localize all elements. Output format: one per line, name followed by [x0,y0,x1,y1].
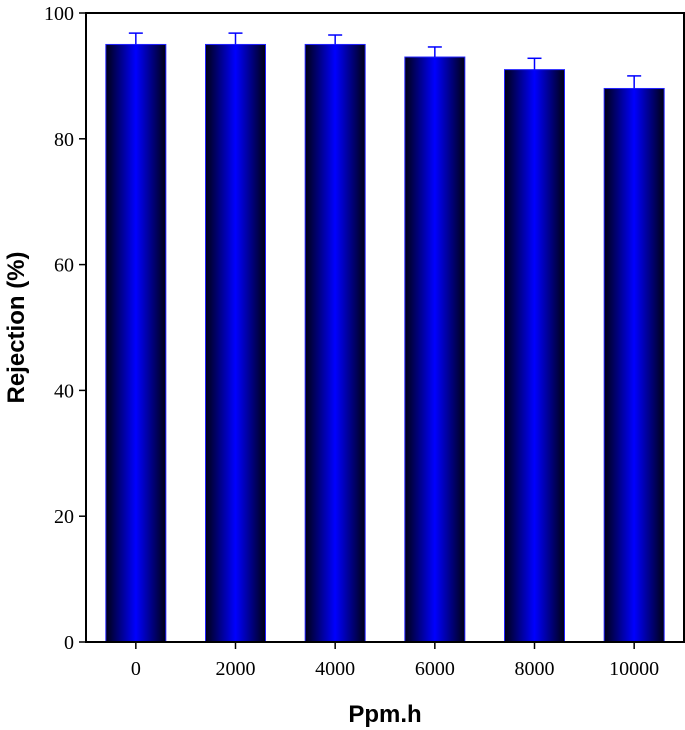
x-tick-label-8000: 8000 [515,658,555,680]
error-bars-layer [128,32,642,89]
y-tick-label-0: 0 [64,632,74,654]
bar-2000 [205,43,266,643]
y-axis-title: Rejection (%) [3,251,30,403]
y-tick-label-80: 80 [54,129,74,151]
y-axis: 0 20 40 60 80 100 [44,3,86,654]
plot-frame [85,12,685,643]
x-tick-label-10000: 10000 [609,658,659,680]
error-bar-0 [128,32,143,45]
error-bar-4000 [328,34,343,45]
bars-layer [105,43,665,643]
bar-10000 [603,87,665,643]
x-tick-label-4000: 4000 [315,658,355,680]
error-bar-10000 [627,75,642,89]
bar-0 [105,43,167,643]
x-tick-label-0: 0 [131,658,141,680]
x-axis-title: Ppm.h [348,701,421,728]
y-tick-label-20: 20 [54,506,74,528]
error-bar-6000 [427,46,442,58]
x-tick-label-6000: 6000 [415,658,455,680]
y-tick-label-60: 60 [54,255,74,277]
x-tick-label-2000: 2000 [216,658,256,680]
x-axis: 0 2000 4000 6000 8000 10000 [131,642,659,680]
y-tick-label-100: 100 [44,3,74,25]
error-bar-2000 [228,32,243,45]
y-tick-label-40: 40 [54,380,74,402]
bar-4000 [304,43,366,643]
bar-8000 [504,69,565,643]
error-bar-8000 [527,57,542,70]
bar-6000 [404,56,466,643]
